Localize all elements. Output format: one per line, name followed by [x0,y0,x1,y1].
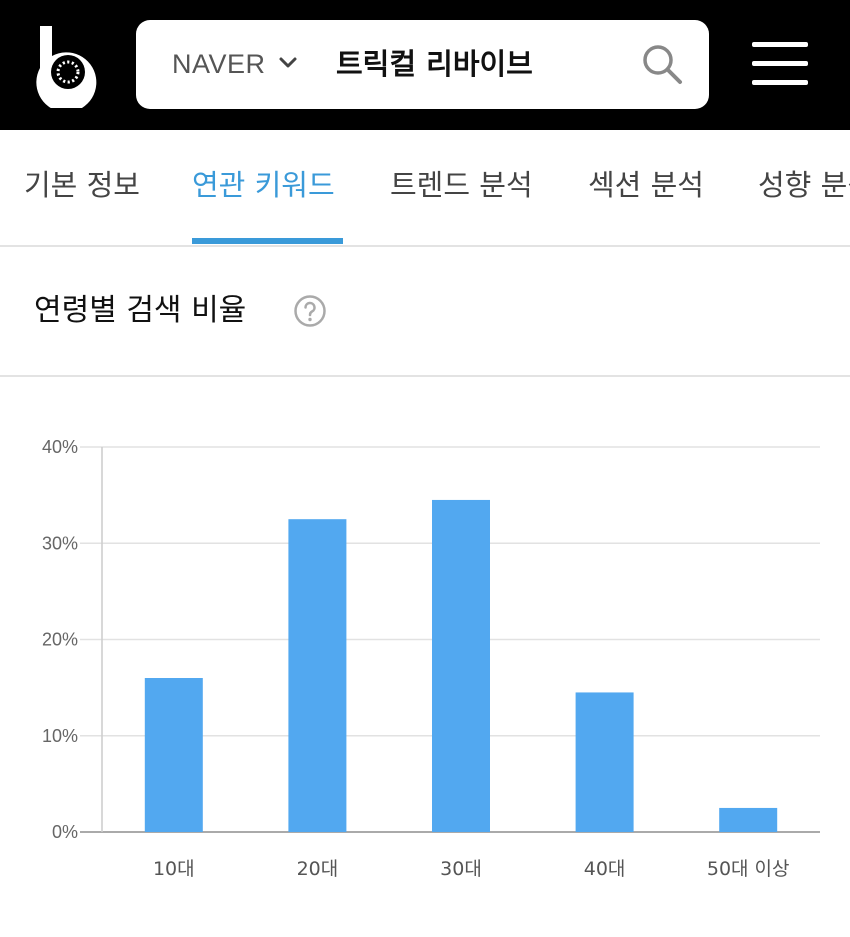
x-tick-label: 40대 [584,858,626,880]
chevron-down-icon[interactable] [278,56,298,70]
x-tick-label: 30대 [440,858,482,880]
tab-trend-analysis[interactable]: 트렌드 분석 [390,168,533,202]
bar [719,807,778,832]
search-input[interactable]: 트릭컬 리바이브 [336,47,533,81]
app-header: NAVER 트릭컬 리바이브 [0,0,850,130]
active-tab-indicator [192,238,343,244]
y-tick-label: 30% [42,533,78,553]
bar-chart: 0% 10% 20% 30% 40% 10대 20대 30대 40대 50대 이상 [42,437,820,880]
tab-tendency-analysis[interactable]: 성향 분석 [758,168,850,202]
tab-bar: 기본 정보 연관 키워드 트렌드 분석 섹션 분석 성향 분석 [0,130,850,247]
x-tick-label: 10대 [153,858,195,880]
x-tick-label: 20대 [297,858,339,880]
tab-section-analysis[interactable]: 섹션 분석 [588,168,704,202]
bar [575,692,634,832]
bar [432,499,490,832]
bar [144,678,203,832]
x-tick-label: 50대 이상 [707,858,790,880]
search-bar[interactable]: NAVER 트릭컬 리바이브 [136,20,709,109]
y-tick-label: 40% [42,437,78,457]
b-logo-icon[interactable] [30,22,102,108]
y-tick-label: 10% [42,726,78,746]
age-search-ratio-chart: 0% 10% 20% 30% 40% 10대 20대 30대 40대 50대 이상 [0,420,850,900]
bar [288,519,347,832]
tab-related-keywords[interactable]: 연관 키워드 [192,168,335,202]
tab-basic-info[interactable]: 기본 정보 [24,168,140,202]
question-circle-icon[interactable] [293,294,327,328]
search-icon[interactable] [640,42,684,86]
search-engine-selector[interactable]: NAVER [172,49,266,79]
section-header: 연령별 검색 비율 [0,247,850,377]
y-tick-label: 0% [52,822,78,842]
section-title: 연령별 검색 비율 [34,293,247,328]
hamburger-menu-icon[interactable] [752,40,808,88]
y-tick-label: 20% [42,630,78,650]
